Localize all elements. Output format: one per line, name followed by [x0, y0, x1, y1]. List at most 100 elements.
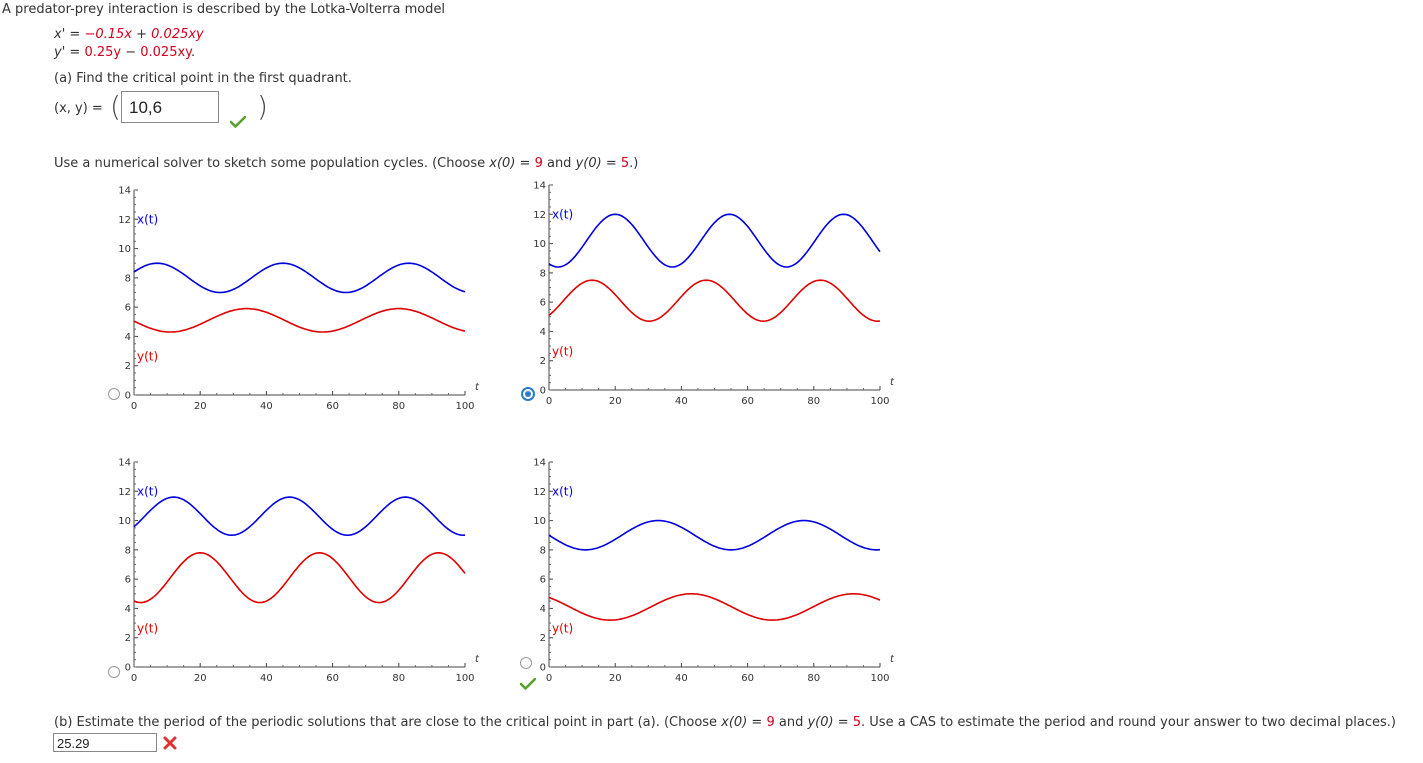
y-tick-label: 10: [118, 516, 131, 527]
radio-option-2[interactable]: [522, 388, 534, 400]
series-label-y: y(t): [552, 344, 573, 358]
y-tick-label: 14: [118, 186, 131, 197]
x-axis-label: t: [890, 377, 895, 388]
b-and: and: [774, 715, 808, 730]
x-tick-label: 80: [392, 401, 405, 412]
x-tick-label: 20: [609, 396, 622, 407]
series-label-x: x(t): [552, 484, 573, 498]
y-tick-label: 6: [540, 298, 546, 309]
period-input[interactable]: 25.29: [53, 733, 157, 752]
incorrect-cross-icon: [163, 736, 177, 754]
y-tick-label: 6: [540, 575, 546, 586]
series-line-x: [133, 262, 466, 294]
part-b-question: (b) Estimate the period of the periodic …: [54, 715, 1396, 730]
instr-x0: x(0): [489, 156, 516, 171]
equation-x-prime: x' = −0.15x + 0.025xy: [54, 27, 204, 42]
eq-x-coef1: −0.15x: [84, 27, 132, 42]
b-eq1: =: [747, 715, 767, 730]
series-label-y: y(t): [137, 621, 158, 635]
y-tick-label: 8: [540, 545, 546, 556]
x-axis-label: t: [475, 382, 480, 393]
solver-instruction: Use a numerical solver to sketch some po…: [54, 156, 638, 171]
eq-x-plus: +: [131, 27, 152, 42]
part-a-question: (a) Find the critical point in the first…: [54, 71, 352, 86]
chart-option-2: 0 2 4 6 8 10 12 14 0 20 40 60 80 100 t x(t) y(t): [515, 175, 895, 414]
x-tick-label: 0: [131, 673, 137, 684]
instr-x0-val: 9: [534, 156, 543, 171]
y-tick-label: 0: [125, 391, 131, 402]
series-label-y: y(t): [552, 621, 573, 635]
series-line-y: [133, 307, 466, 333]
y-tick-label: 4: [125, 604, 131, 615]
y-tick-label: 6: [125, 303, 131, 314]
y-tick-label: 14: [533, 458, 546, 469]
part-a-label: (x, y) =: [54, 101, 103, 116]
b-suffix: . Use a CAS to estimate the period and r…: [861, 715, 1396, 730]
radio-option-3[interactable]: [108, 666, 120, 678]
y-tick-label: 10: [118, 244, 131, 255]
x-axis-label: t: [475, 654, 480, 665]
instr-prefix: Use a numerical solver to sketch some po…: [54, 156, 490, 171]
series-line-y: [548, 279, 881, 322]
series-line-x: [133, 496, 466, 537]
eq-y-coef1: 0.25y: [84, 45, 122, 60]
y-tick-label: 4: [540, 327, 546, 338]
series-line-x: [548, 213, 881, 268]
series-label-x: x(t): [137, 212, 158, 226]
equation-y-prime: y' = 0.25y − 0.025xy.: [54, 45, 195, 60]
x-tick-label: 40: [260, 673, 273, 684]
y-tick-label: 12: [118, 215, 131, 226]
x-tick-label: 100: [455, 673, 474, 684]
problem-intro: A predator-prey interaction is described…: [2, 2, 446, 17]
x-tick-label: 80: [807, 396, 820, 407]
x-tick-label: 20: [609, 673, 622, 684]
b-prefix: (b) Estimate the period of the periodic …: [54, 715, 722, 730]
x-tick-label: 40: [675, 396, 688, 407]
y-tick-label: 8: [125, 545, 131, 556]
radio-option-1[interactable]: [108, 388, 120, 400]
x-tick-label: 0: [131, 401, 137, 412]
y-tick-label: 0: [540, 386, 546, 397]
open-paren: (: [110, 90, 121, 123]
eq-y-minus: −: [121, 45, 141, 60]
series-line-y: [548, 593, 881, 621]
y-tick-label: 6: [125, 575, 131, 586]
y-tick-label: 8: [125, 273, 131, 284]
x-axis-label: t: [890, 654, 895, 665]
close-paren: ): [257, 90, 268, 123]
y-tick-label: 8: [540, 268, 546, 279]
y-tick-label: 4: [125, 332, 131, 343]
instr-y0: y(0): [575, 156, 602, 171]
y-tick-label: 2: [540, 356, 546, 367]
instr-eq1: =: [515, 156, 535, 171]
x-tick-label: 40: [675, 673, 688, 684]
b-x0: x(0): [721, 715, 748, 730]
eq-y-coef2: 0.025xy: [140, 45, 191, 60]
y-tick-label: 10: [533, 239, 546, 250]
series-line-x: [548, 519, 881, 551]
b-eq2: =: [833, 715, 853, 730]
x-tick-label: 0: [546, 673, 552, 684]
x-tick-label: 80: [807, 673, 820, 684]
x-tick-label: 40: [260, 401, 273, 412]
series-label-x: x(t): [552, 207, 573, 221]
chart-option-1: 0 2 4 6 8 10 12 14 0 20 40 60 80 100 t x(t) y(t): [100, 180, 480, 419]
y-tick-label: 2: [125, 361, 131, 372]
y-tick-label: 14: [533, 181, 546, 192]
y-tick-label: 12: [533, 210, 546, 221]
critical-point-input[interactable]: 10,6: [121, 91, 219, 123]
x-tick-label: 100: [870, 673, 889, 684]
y-tick-label: 2: [125, 633, 131, 644]
y-tick-label: 4: [540, 604, 546, 615]
b-x0-val: 9: [766, 715, 775, 730]
y-tick-label: 0: [540, 663, 546, 674]
x-tick-label: 100: [870, 396, 889, 407]
radio-option-4[interactable]: [520, 657, 532, 669]
instr-and: and: [542, 156, 576, 171]
correct-check-icon: [229, 115, 247, 132]
eq-x-coef2: 0.025xy: [151, 27, 204, 42]
